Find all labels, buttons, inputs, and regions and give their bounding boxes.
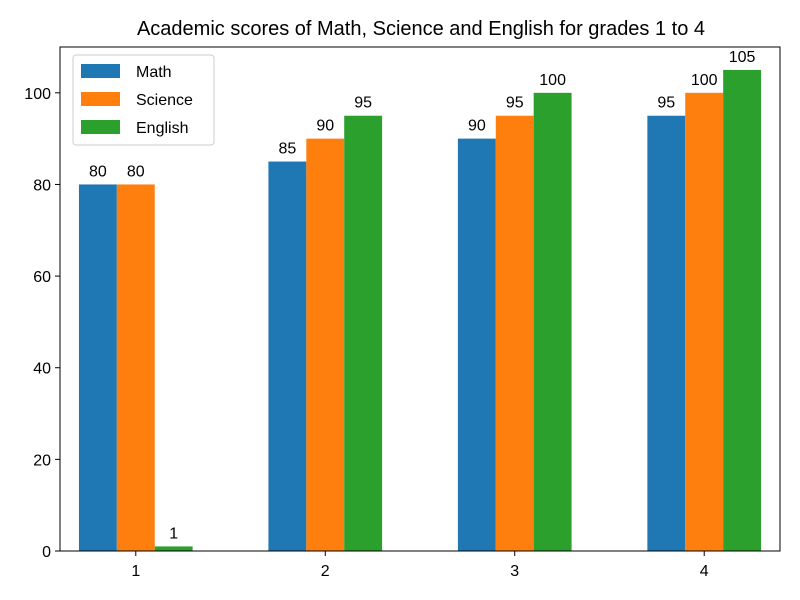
y-tick-label: 80 xyxy=(33,177,51,194)
bar-math-2 xyxy=(268,161,307,551)
data-label-math-3: 90 xyxy=(468,118,486,135)
bars-group xyxy=(78,69,762,552)
chart-title: Academic scores of Math, Science and Eng… xyxy=(137,18,705,40)
legend-swatch-math xyxy=(81,64,120,78)
legend-label-english: English xyxy=(136,120,188,137)
data-label-english-4: 105 xyxy=(729,49,756,66)
data-label-english-1: 1 xyxy=(169,525,178,542)
bar-math-3 xyxy=(457,138,496,552)
x-axis: 1 2 3 4 xyxy=(131,551,709,580)
legend-swatch-science xyxy=(81,92,120,106)
data-label-english-3: 100 xyxy=(539,72,566,89)
data-label-science-1: 80 xyxy=(127,163,145,180)
bar-english-2 xyxy=(344,115,383,552)
data-label-math-2: 85 xyxy=(278,141,296,158)
data-label-science-2: 90 xyxy=(316,118,334,135)
data-label-science-4: 100 xyxy=(691,72,718,89)
y-tick-label: 0 xyxy=(42,544,51,561)
data-label-english-2: 95 xyxy=(354,95,372,112)
y-tick-label: 40 xyxy=(33,361,51,378)
x-tick-label: 1 xyxy=(131,563,140,580)
bar-science-4 xyxy=(685,92,724,552)
legend-label-math: Math xyxy=(136,64,172,81)
data-label-math-4: 95 xyxy=(657,95,675,112)
y-tick-label: 60 xyxy=(33,269,51,286)
bar-english-4 xyxy=(723,69,762,551)
x-tick-label: 2 xyxy=(321,563,330,580)
x-tick-label: 3 xyxy=(510,563,519,580)
data-label-science-3: 95 xyxy=(506,95,524,112)
bar-science-2 xyxy=(306,138,345,552)
bar-english-3 xyxy=(533,92,572,552)
bar-english-1 xyxy=(154,546,193,551)
y-tick-label: 100 xyxy=(24,86,51,103)
bar-labels-group: 80 80 1 85 90 95 90 95 100 95 100 105 xyxy=(89,49,756,543)
legend-swatch-english xyxy=(81,120,120,134)
bar-science-1 xyxy=(116,184,155,552)
y-tick-label: 20 xyxy=(33,452,51,469)
legend-label-science: Science xyxy=(136,92,193,109)
bar-math-1 xyxy=(78,184,117,552)
y-axis: 0 20 40 60 80 100 xyxy=(24,86,60,561)
data-label-math-1: 80 xyxy=(89,163,107,180)
legend: Math Science English xyxy=(72,54,215,146)
x-tick-label: 4 xyxy=(700,563,709,580)
bar-science-3 xyxy=(495,115,534,552)
plot-frame xyxy=(59,46,781,552)
bar-math-4 xyxy=(647,115,686,552)
